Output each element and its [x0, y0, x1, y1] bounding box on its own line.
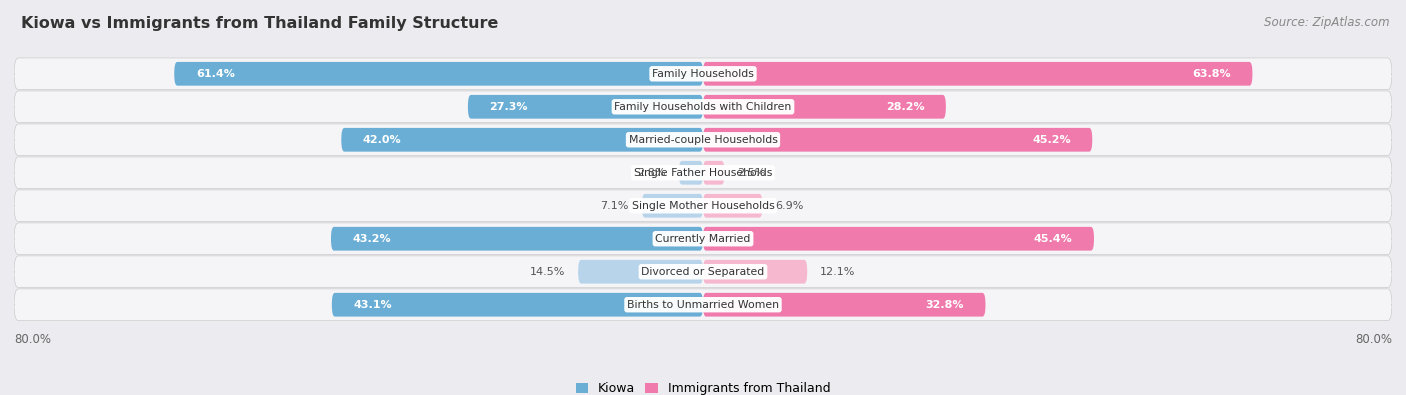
Text: 2.8%: 2.8% [637, 168, 666, 178]
FancyBboxPatch shape [14, 157, 1392, 188]
FancyBboxPatch shape [703, 161, 724, 184]
Text: Births to Unmarried Women: Births to Unmarried Women [627, 300, 779, 310]
FancyBboxPatch shape [643, 194, 703, 218]
Text: 6.9%: 6.9% [775, 201, 804, 211]
Text: Kiowa vs Immigrants from Thailand Family Structure: Kiowa vs Immigrants from Thailand Family… [21, 16, 499, 31]
FancyBboxPatch shape [342, 128, 703, 152]
Text: 14.5%: 14.5% [530, 267, 565, 277]
FancyBboxPatch shape [14, 91, 1392, 122]
FancyBboxPatch shape [703, 95, 946, 118]
Text: 27.3%: 27.3% [489, 102, 527, 112]
Text: 43.1%: 43.1% [353, 300, 392, 310]
FancyBboxPatch shape [14, 289, 1392, 321]
FancyBboxPatch shape [332, 293, 703, 316]
FancyBboxPatch shape [14, 190, 1392, 222]
FancyBboxPatch shape [703, 62, 1253, 86]
Text: 45.4%: 45.4% [1033, 234, 1073, 244]
Text: 80.0%: 80.0% [14, 333, 51, 346]
Text: 42.0%: 42.0% [363, 135, 402, 145]
Text: 61.4%: 61.4% [195, 69, 235, 79]
Text: 28.2%: 28.2% [886, 102, 924, 112]
Text: 12.1%: 12.1% [820, 267, 855, 277]
Legend: Kiowa, Immigrants from Thailand: Kiowa, Immigrants from Thailand [575, 382, 831, 395]
Text: Family Households with Children: Family Households with Children [614, 102, 792, 112]
FancyBboxPatch shape [703, 194, 762, 218]
Text: 45.2%: 45.2% [1032, 135, 1071, 145]
FancyBboxPatch shape [703, 128, 1092, 152]
Text: Divorced or Separated: Divorced or Separated [641, 267, 765, 277]
FancyBboxPatch shape [703, 227, 1094, 250]
Text: Source: ZipAtlas.com: Source: ZipAtlas.com [1264, 16, 1389, 29]
FancyBboxPatch shape [468, 95, 703, 118]
Text: Single Father Households: Single Father Households [634, 168, 772, 178]
FancyBboxPatch shape [14, 58, 1392, 90]
Text: Currently Married: Currently Married [655, 234, 751, 244]
FancyBboxPatch shape [174, 62, 703, 86]
FancyBboxPatch shape [14, 124, 1392, 156]
FancyBboxPatch shape [14, 223, 1392, 254]
Text: Married-couple Households: Married-couple Households [628, 135, 778, 145]
Text: 63.8%: 63.8% [1192, 69, 1230, 79]
FancyBboxPatch shape [703, 260, 807, 284]
Text: 7.1%: 7.1% [600, 201, 628, 211]
Text: 80.0%: 80.0% [1355, 333, 1392, 346]
Text: 2.5%: 2.5% [738, 168, 766, 178]
FancyBboxPatch shape [679, 161, 703, 184]
FancyBboxPatch shape [14, 256, 1392, 288]
FancyBboxPatch shape [703, 293, 986, 316]
Text: 43.2%: 43.2% [353, 234, 391, 244]
Text: 32.8%: 32.8% [925, 300, 965, 310]
FancyBboxPatch shape [578, 260, 703, 284]
Text: Single Mother Households: Single Mother Households [631, 201, 775, 211]
Text: Family Households: Family Households [652, 69, 754, 79]
FancyBboxPatch shape [330, 227, 703, 250]
